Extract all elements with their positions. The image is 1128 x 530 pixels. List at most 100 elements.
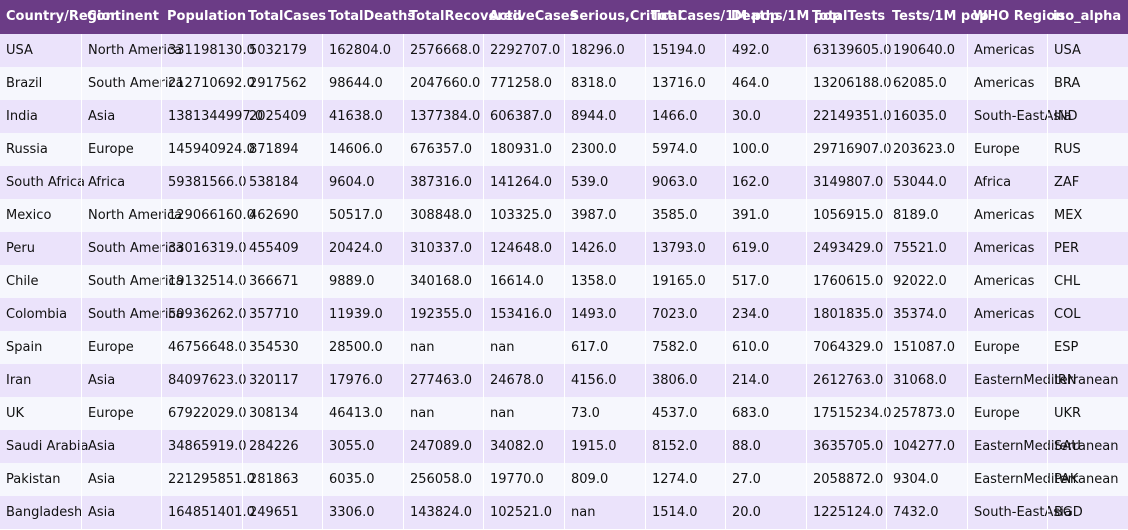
table-row: UK Europe 67922029.0 308134 46413.0 nan nan 73.… [0, 397, 1128, 430]
column-header-tests-1m-pop[interactable]: Tests/1M pop [892, 9, 989, 24]
table-cell-tot-cases-1m-pop: 1514.0 [645, 496, 725, 529]
table-cell-totalcases: 366671 [242, 265, 322, 298]
table-cell-country-region: Pakistan [6, 472, 61, 487]
table-cell-totalcases: 308134 [242, 397, 322, 430]
column-header-totaltests[interactable]: TotalTests [812, 9, 886, 24]
table-cell-population: 129066160.0 [161, 199, 255, 232]
table-cell-population: 164851401.0 [161, 496, 255, 529]
column-header-deaths-1m-pop[interactable]: Deaths/1M pop [731, 9, 842, 24]
column-header-serious-critical[interactable]: Serious,Critical [570, 9, 682, 24]
column-header-iso-alpha[interactable]: iso_alpha [1053, 9, 1122, 24]
table-cell-population: 59381566.0 [161, 166, 247, 199]
column-header-totalcases[interactable]: TotalCases [248, 9, 327, 24]
table-cell-who-region: Europe [967, 331, 1047, 364]
table-cell-totalcases: 284226 [242, 430, 322, 463]
table-cell-who-region: Americas [967, 34, 1047, 67]
table-cell-country-region: India [6, 109, 38, 124]
column-header-population[interactable]: Population [167, 9, 247, 24]
table-cell-totalcases: 462690 [242, 199, 322, 232]
table-cell-deaths-1m-pop: 464.0 [725, 67, 806, 100]
table-cell-totaldeaths: 28500.0 [322, 331, 403, 364]
table-cell-activecases: 19770.0 [483, 463, 564, 496]
column-header-tot-cases-1m-pop[interactable]: Tot Cases/1M pop [651, 9, 780, 24]
table-cell-who-region: Europe [967, 133, 1047, 166]
table-cell-totaltests: 17515234.0 [806, 397, 892, 430]
table-cell-totaldeaths: 3055.0 [322, 430, 403, 463]
table-cell-totalcases: 538184 [242, 166, 322, 199]
table-cell-totalrecovered: 310337.0 [403, 232, 483, 265]
table-cell-totaltests: 63139605.0 [806, 34, 892, 67]
table-cell-totaltests: 7064329.0 [806, 331, 886, 364]
table-row: Chile South America 19132514.0 366671 9889.0… [0, 265, 1128, 298]
table-cell-iso-alpha: SAU [1047, 430, 1128, 463]
table-cell-totaldeaths: 11939.0 [322, 298, 403, 331]
table-cell-population: 84097623.0 [161, 364, 247, 397]
table-cell-iso-alpha: BGD [1047, 496, 1128, 529]
table-cell-tot-cases-1m-pop: 1466.0 [645, 100, 725, 133]
table-cell-totalrecovered: 2576668.0 [403, 34, 483, 67]
table-cell-tests-1m-pop: 8189.0 [886, 199, 967, 232]
table-cell-country-region: Peru [6, 241, 35, 256]
table-cell-tests-1m-pop: 104277.0 [886, 430, 967, 463]
table-row: Peru South America 33016319.0 455409 20424.0… [0, 232, 1128, 265]
table-cell-tests-1m-pop: 257873.0 [886, 397, 967, 430]
table-cell-serious-critical: 539.0 [564, 166, 645, 199]
table-cell-tot-cases-1m-pop: 3585.0 [645, 199, 725, 232]
table-cell-totaldeaths: 17976.0 [322, 364, 403, 397]
table-cell-totalrecovered: 143824.0 [403, 496, 483, 529]
table-cell-deaths-1m-pop: 234.0 [725, 298, 806, 331]
table-cell-totaldeaths: 9889.0 [322, 265, 403, 298]
table-cell-continent: Africa [81, 166, 161, 199]
table-cell-deaths-1m-pop: 492.0 [725, 34, 806, 67]
table-cell-totalcases: 320117 [242, 364, 322, 397]
table-cell-continent: Asia [81, 100, 161, 133]
table-cell-deaths-1m-pop: 391.0 [725, 199, 806, 232]
table-cell-continent: South America [81, 232, 184, 265]
table-cell-activecases: 2292707.0 [483, 34, 564, 67]
table-cell-continent: Europe [81, 331, 161, 364]
table-cell-country-region: Saudi Arabia [6, 439, 89, 454]
table-cell-activecases: nan [483, 331, 564, 364]
table-cell-continent: Europe [81, 397, 161, 430]
column-header-country-region[interactable]: Country/Region [6, 9, 120, 24]
table-cell-deaths-1m-pop: 214.0 [725, 364, 806, 397]
table-cell-continent: Asia [81, 463, 161, 496]
table-cell-iso-alpha: COL [1047, 298, 1128, 331]
table-cell-tot-cases-1m-pop: 7582.0 [645, 331, 725, 364]
table-row: Colombia South America 50936262.0 357710 119… [0, 298, 1128, 331]
table-cell-tests-1m-pop: 53044.0 [886, 166, 967, 199]
table-cell-iso-alpha: IRN [1047, 364, 1128, 397]
table-cell-iso-alpha: UKR [1047, 397, 1128, 430]
table-cell-activecases: 16614.0 [483, 265, 564, 298]
table-cell-totaltests: 1801835.0 [806, 298, 886, 331]
column-header-activecases[interactable]: ActiveCases [489, 9, 578, 24]
table-cell-totaltests: 3635705.0 [806, 430, 886, 463]
table-cell-totaldeaths: 6035.0 [322, 463, 403, 496]
table-cell-who-region: Africa [967, 166, 1047, 199]
table-cell-who-region: EasternMediterranean [967, 364, 1118, 397]
table-cell-tot-cases-1m-pop: 15194.0 [645, 34, 725, 67]
table-cell-population: 19132514.0 [161, 265, 247, 298]
table-cell-totaltests: 1760615.0 [806, 265, 886, 298]
column-header-who-region[interactable]: WHO Region [973, 9, 1065, 24]
table-cell-country-region: UK [6, 406, 25, 421]
table-row: Iran Asia 84097623.0 320117 17976.0 277463.0 2… [0, 364, 1128, 397]
table-cell-country-region: Brazil [6, 76, 43, 91]
table-cell-totalcases: 871894 [242, 133, 322, 166]
table-cell-totaldeaths: 9604.0 [322, 166, 403, 199]
column-header-totalrecovered[interactable]: TotalRecovered [409, 9, 522, 24]
table-cell-serious-critical: 4156.0 [564, 364, 645, 397]
table-cell-continent: Asia [81, 496, 161, 529]
table-cell-totaldeaths: 3306.0 [322, 496, 403, 529]
table-cell-iso-alpha: ZAF [1047, 166, 1128, 199]
table-cell-continent: North America [81, 34, 182, 67]
table-cell-iso-alpha: PER [1047, 232, 1128, 265]
column-header-totaldeaths[interactable]: TotalDeaths [328, 9, 416, 24]
table-cell-iso-alpha: BRA [1047, 67, 1128, 100]
column-header-continent[interactable]: Continent [87, 9, 159, 24]
table-cell-totaldeaths: 98644.0 [322, 67, 403, 100]
table-cell-serious-critical: 8318.0 [564, 67, 645, 100]
table-cell-tot-cases-1m-pop: 1274.0 [645, 463, 725, 496]
table-cell-tests-1m-pop: 7432.0 [886, 496, 967, 529]
